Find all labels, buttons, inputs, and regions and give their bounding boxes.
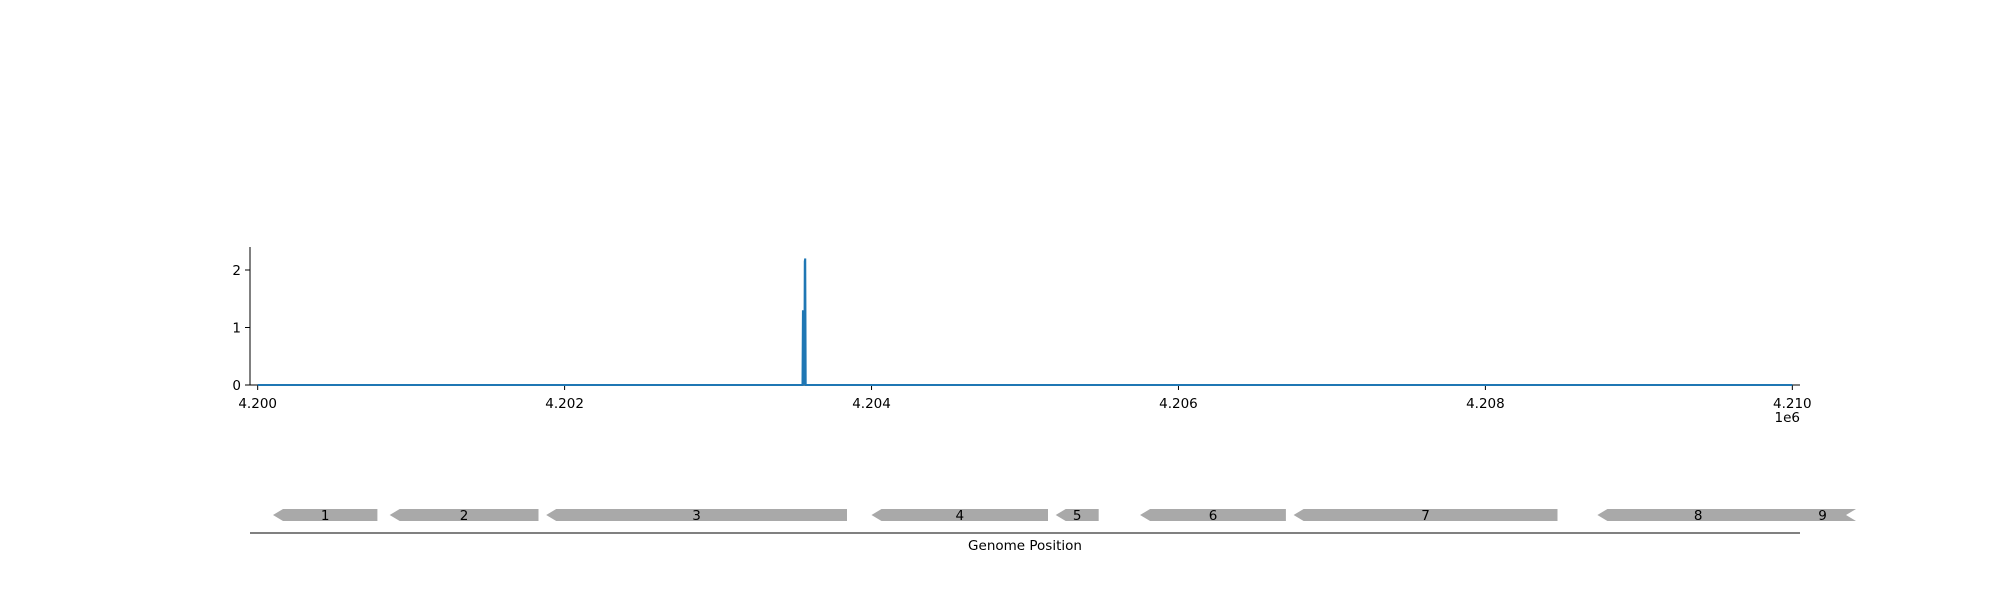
x-tick-label: 4.210 bbox=[1773, 396, 1812, 412]
gene-label: 9 bbox=[1818, 508, 1827, 524]
coverage-plot: 0 1 2 4.200 4.202 4.204 4.206 4.208 4.210 1e6 bbox=[232, 247, 1812, 426]
gene-arrow bbox=[1293, 509, 1558, 521]
gene-label: 4 bbox=[956, 508, 965, 524]
gene-label: 1 bbox=[321, 508, 330, 524]
gene-arrow bbox=[1140, 509, 1286, 521]
y-tick-label: 2 bbox=[232, 263, 241, 279]
gene-arrow bbox=[871, 509, 1048, 521]
y-tick-label: 1 bbox=[232, 321, 241, 337]
gene-arrow bbox=[389, 509, 539, 521]
genes-layer: 1 2 3 4 5 6 7 8 9 bbox=[273, 508, 1856, 524]
x-offset-label: 1e6 bbox=[1775, 410, 1800, 426]
gene-label: 5 bbox=[1073, 508, 1082, 524]
series-layer bbox=[257, 258, 1793, 386]
gene-arrow bbox=[1799, 509, 1856, 521]
x-tick-label: 4.208 bbox=[1466, 396, 1505, 412]
gene-label: 2 bbox=[460, 508, 469, 524]
gene-arrow bbox=[546, 509, 847, 521]
x-tick-label: 4.200 bbox=[238, 396, 277, 412]
gene-label: 6 bbox=[1209, 508, 1218, 524]
gene-arrow bbox=[1055, 509, 1099, 521]
x-tick-label: 4.204 bbox=[852, 396, 891, 412]
gene-arrow bbox=[1597, 509, 1799, 521]
gene-label: 7 bbox=[1421, 508, 1430, 524]
gene-track-xlabel: Genome Position bbox=[968, 538, 1082, 554]
x-ticks: 4.200 4.202 4.204 4.206 4.208 4.210 bbox=[238, 385, 1812, 412]
gene-label: 8 bbox=[1694, 508, 1703, 524]
x-tick-label: 4.206 bbox=[1159, 396, 1198, 412]
coverage-series-line bbox=[257, 258, 1793, 386]
y-ticks: 0 1 2 bbox=[232, 263, 250, 394]
gene-arrow bbox=[273, 509, 378, 521]
gene-label: 3 bbox=[692, 508, 701, 524]
gene-track: 1 2 3 4 5 6 7 8 9 Genome Position bbox=[250, 508, 1856, 554]
x-tick-label: 4.202 bbox=[545, 396, 584, 412]
y-tick-label: 0 bbox=[232, 378, 241, 394]
